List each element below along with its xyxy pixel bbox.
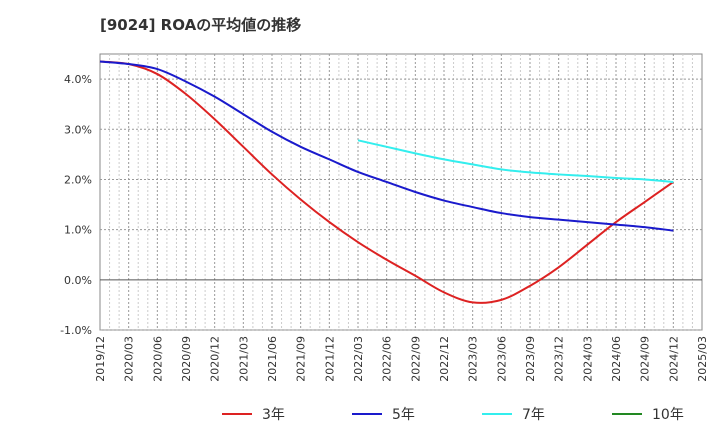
x-tick-label: 2021/03 (237, 336, 250, 382)
series-line-7年 (357, 139, 674, 183)
legend-label-3年: 3年 (262, 407, 285, 423)
series-line-5年 (99, 60, 674, 232)
series-line-3年 (99, 60, 674, 304)
x-tick-label: 2021/06 (266, 336, 279, 382)
x-tick-label: 2023/06 (495, 336, 508, 382)
x-tick-label: 2020/09 (180, 336, 193, 382)
x-tick-label: 2022/03 (352, 336, 365, 382)
x-tick-label: 2022/09 (409, 336, 422, 382)
x-tick-label: 2023/03 (467, 336, 480, 382)
x-tick-label: 2024/06 (610, 336, 623, 382)
y-tick-label: -1.0% (60, 324, 92, 337)
x-tick-label: 2021/12 (323, 336, 336, 382)
legend-label-7年: 7年 (522, 407, 545, 423)
y-tick-label: 1.0% (64, 224, 92, 237)
x-tick-label: 2020/12 (209, 336, 222, 382)
legend-label-10年: 10年 (652, 407, 684, 423)
x-tick-label: 2021/09 (295, 336, 308, 382)
y-tick-label: 3.0% (64, 123, 92, 136)
y-tick-label: 4.0% (64, 73, 92, 86)
x-tick-label: 2023/12 (553, 336, 566, 382)
y-tick-label: 0.0% (64, 274, 92, 287)
x-tick-label: 2024/12 (667, 336, 680, 382)
x-tick-label: 2025/03 (696, 336, 709, 382)
y-tick-label: 2.0% (64, 173, 92, 186)
x-tick-label: 2019/12 (94, 336, 107, 382)
x-tick-label: 2024/09 (639, 336, 652, 382)
x-tick-label: 2024/03 (581, 336, 594, 382)
plot-area (99, 53, 703, 331)
x-tick-label: 2022/12 (438, 336, 451, 382)
x-tick-label: 2022/06 (381, 336, 394, 382)
chart-title: [9024] ROAの平均値の推移 (100, 16, 302, 34)
x-tick-label: 2020/03 (123, 336, 136, 382)
x-tick-label: 2023/09 (524, 336, 537, 382)
legend-label-5年: 5年 (392, 407, 415, 423)
x-tick-label: 2020/06 (151, 336, 164, 382)
